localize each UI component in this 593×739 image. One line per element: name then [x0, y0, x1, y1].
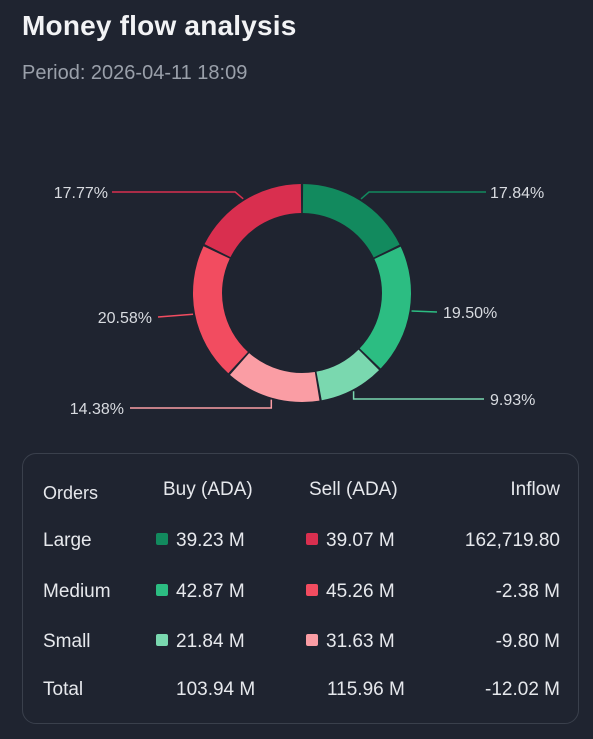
sell-swatch-medium: [306, 584, 318, 596]
slice-label-6: 17.77%: [54, 185, 108, 202]
leader-line-4: [130, 399, 273, 409]
donut-slice-buy-large: [302, 184, 400, 258]
sell-swatch-small: [306, 634, 318, 646]
table-row-total: Total 103.94 M 115.96 M -12.02 M: [23, 679, 578, 709]
total-inflow-value: -12.02 M: [485, 679, 560, 700]
buy-value: 21.84 M: [176, 631, 245, 652]
buy-cell: 21.84 M: [156, 631, 245, 653]
slice-label-5: 20.58%: [98, 310, 152, 327]
donut-slice-buy-small: [316, 349, 380, 401]
row-label: Total: [43, 679, 84, 700]
buy-swatch-large: [156, 533, 168, 545]
buy-swatch-small: [156, 634, 168, 646]
table-row-large: Large 39.23 M 39.07 M 162,719.80: [23, 530, 578, 560]
buy-value: 42.87 M: [176, 581, 245, 602]
donut-slice-sell-medium: [192, 246, 248, 374]
page-title: Money flow analysis: [22, 10, 297, 41]
leader-line-5: [157, 313, 194, 318]
total-buy-value: 103.94 M: [176, 679, 256, 700]
sell-swatch-large: [306, 533, 318, 545]
buy-swatch-medium: [156, 584, 168, 596]
row-label: Medium: [43, 581, 111, 602]
row-label: Large: [43, 530, 92, 551]
period-label: Period: 2026-04-11 18:09: [22, 62, 248, 84]
slice-label-4: 14.38%: [70, 401, 124, 418]
slice-label-2: 19.50%: [443, 305, 497, 322]
donut-slice-sell-large: [204, 184, 302, 258]
sell-cell: 31.63 M: [306, 631, 395, 653]
slice-label-1: 17.84%: [490, 185, 544, 202]
total-sell-value: 115.96 M: [327, 679, 405, 700]
inflow-value: 162,719.80: [464, 530, 560, 551]
header-orders: Orders: [43, 483, 99, 503]
buy-cell: 39.23 M: [156, 530, 245, 552]
leader-line-6: [112, 191, 244, 200]
inflow-value: -2.38 M: [495, 581, 560, 602]
donut-slice-sell-small: [230, 353, 320, 402]
table-row-medium: Medium 42.87 M 45.26 M -2.38 M: [23, 581, 578, 611]
slice-label-3: 9.93%: [490, 392, 535, 409]
money-flow-table: Orders Buy (ADA) Sell (ADA) Inflow Large…: [22, 453, 579, 724]
leader-line-1: [360, 191, 486, 200]
sell-cell: 45.26 M: [306, 581, 395, 603]
row-label: Small: [43, 631, 91, 652]
header-buy: Buy (ADA): [163, 479, 253, 500]
buy-value: 39.23 M: [176, 530, 245, 551]
sell-value: 31.63 M: [326, 631, 395, 652]
table-header-row: Orders Buy (ADA) Sell (ADA) Inflow: [23, 479, 578, 509]
leader-line-3: [352, 391, 484, 400]
sell-value: 39.07 M: [326, 530, 395, 551]
inflow-value: -9.80 M: [495, 631, 560, 652]
sell-cell: 39.07 M: [306, 530, 395, 552]
leader-line-2: [411, 310, 438, 313]
table-row-small: Small 21.84 M 31.63 M -9.80 M: [23, 631, 578, 661]
header-inflow: Inflow: [510, 479, 560, 500]
donut-slice-buy-medium: [359, 246, 411, 369]
buy-cell: 42.87 M: [156, 581, 245, 603]
donut-svg: 17.84% 19.50% 9.93% 14.38% 20.58% 17.77%: [54, 184, 544, 418]
money-flow-donut-chart: 17.84% 19.50% 9.93% 14.38% 20.58% 17.77%: [0, 150, 593, 440]
header-sell: Sell (ADA): [309, 479, 398, 500]
sell-value: 45.26 M: [326, 581, 395, 602]
